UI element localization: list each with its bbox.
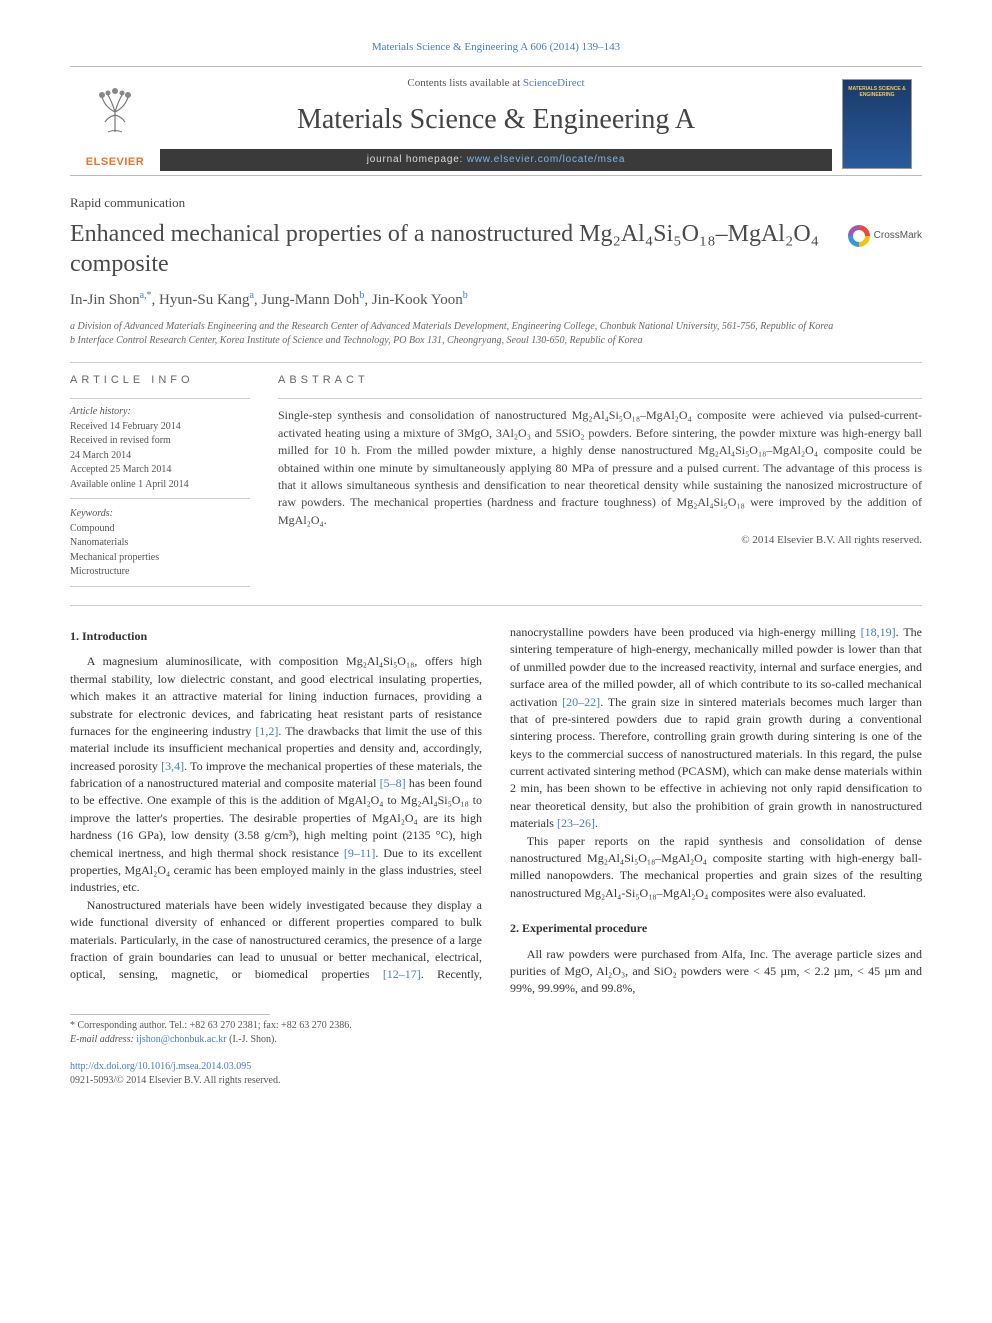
author-1-affil[interactable]: a,* [140,290,152,301]
cite-5-8[interactable]: [5–8] [380,776,406,790]
elsevier-tree-icon [90,77,140,137]
keywords: Keywords: Compound Nanomaterials Mechani… [70,507,250,587]
article-history: Article history: Received 14 February 20… [70,398,250,499]
separator-rule [70,362,922,363]
authors: In-Jin Shona,*, Hyun-Su Kanga, Jung-Mann… [70,289,922,312]
bottom-copyright: 0921-5093/© 2014 Elsevier B.V. All right… [70,1074,922,1089]
article-type: Rapid communication [70,194,922,213]
publisher-block: ELSEVIER [70,73,160,175]
author-1: In-Jin Shon [70,292,140,308]
masthead: ELSEVIER Contents lists available at Sci… [70,66,922,176]
publisher-name: ELSEVIER [86,155,144,171]
author-3: , Jung-Mann Doh [254,292,359,308]
keywords-label: Keywords: [70,507,250,522]
corr-text: * Corresponding author. Tel.: +82 63 270… [70,1019,922,1034]
kw-2: Nanomaterials [70,536,250,551]
s2p1: All raw powders were purchased from Alfa… [510,946,922,998]
journal-homepage-link[interactable]: www.elsevier.com/locate/msea [467,154,626,165]
email-label: E-mail address: [70,1034,136,1045]
email-suffix: (I.-J. Shon). [227,1034,277,1045]
body-separator [70,605,922,606]
history-online: Available online 1 April 2014 [70,478,250,493]
cite-3-4[interactable]: [3,4] [161,759,184,773]
cite-20-22[interactable]: [20–22] [562,695,600,709]
cite-23-26[interactable]: [23–26] [557,816,595,830]
corresponding-author: * Corresponding author. Tel.: +82 63 270… [70,1019,922,1048]
history-received: Received 14 February 2014 [70,420,250,435]
cover-label: MATERIALS SCIENCE & ENGINEERING [843,80,911,98]
cite-1-2[interactable]: [1,2] [255,724,278,738]
s1p3: This paper reports on the rapid synthesi… [510,833,922,903]
journal-title: Materials Science & Engineering A [160,100,832,141]
cite-12-17[interactable]: [12–17] [383,967,421,981]
kw-3: Mechanical properties [70,551,250,566]
history-label: Article history: [70,405,250,420]
abstract-copyright: © 2014 Elsevier B.V. All rights reserved… [278,533,922,549]
article-title: Enhanced mechanical properties of a nano… [70,219,836,279]
body-text: 1. Introduction A magnesium aluminosilic… [70,624,922,998]
header-citation: Materials Science & Engineering A 606 (2… [70,40,922,56]
crossmark-icon [848,225,870,247]
sciencedirect-link[interactable]: ScienceDirect [523,77,585,89]
affiliation-a: a Division of Advanced Materials Enginee… [70,320,922,334]
cite-18-19[interactable]: [18,19] [861,625,896,639]
history-revised1: Received in revised form [70,434,250,449]
kw-4: Microstructure [70,565,250,580]
article-info: ARTICLE INFO Article history: Received 1… [70,373,250,587]
contents-line: Contents lists available at ScienceDirec… [160,76,832,92]
author-2: , Hyun-Su Kang [152,292,250,308]
crossmark-badge[interactable]: CrossMark [848,225,922,247]
journal-cover-icon: MATERIALS SCIENCE & ENGINEERING [842,79,912,169]
corr-email-link[interactable]: ijshon@chonbuk.ac.kr [136,1034,226,1045]
masthead-center: Contents lists available at ScienceDirec… [160,73,832,175]
journal-homepage-bar: journal homepage: www.elsevier.com/locat… [160,149,832,172]
affiliation-b: b Interface Control Research Center, Kor… [70,334,922,348]
s1p2a: Nanostructured materials have been widel… [70,898,482,964]
cite-9-11[interactable]: [9–11] [344,846,376,860]
author-4: , Jin-Kook Yoon [364,292,462,308]
kw-1: Compound [70,522,250,537]
period: . [595,816,598,830]
abstract: ABSTRACT Single-step synthesis and conso… [278,373,922,587]
crossmark-label: CrossMark [874,229,922,244]
section-2-head: 2. Experimental procedure [510,920,922,937]
footnote-separator [70,1014,270,1015]
s1p2e: . The grain size in sintered materials b… [510,695,922,831]
bottom-meta: http://dx.doi.org/10.1016/j.msea.2014.03… [70,1060,922,1089]
doi-link[interactable]: http://dx.doi.org/10.1016/j.msea.2014.03… [70,1061,251,1072]
journal-cover-container: MATERIALS SCIENCE & ENGINEERING [832,73,922,175]
abstract-text: Single-step synthesis and consolidation … [278,398,922,529]
homepage-prefix: journal homepage: [367,154,467,165]
affiliations: a Division of Advanced Materials Enginee… [70,320,922,348]
history-accepted: Accepted 25 March 2014 [70,463,250,478]
contents-prefix: Contents lists available at [407,77,522,89]
author-4-affil[interactable]: b [463,290,468,301]
article-info-head: ARTICLE INFO [70,373,250,389]
section-1-head: 1. Introduction [70,628,482,645]
history-revised2: 24 March 2014 [70,449,250,464]
abstract-head: ABSTRACT [278,373,922,389]
